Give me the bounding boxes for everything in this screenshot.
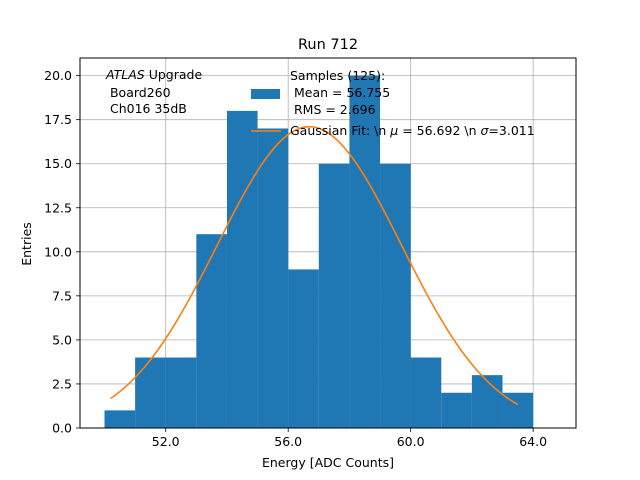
histogram-bar <box>226 110 258 428</box>
histogram-bars <box>104 75 534 428</box>
y-tick-label: 5.0 <box>52 332 72 347</box>
fit-curve <box>110 125 519 406</box>
gaussian-fit <box>110 125 519 406</box>
y-tick-label: 17.5 <box>44 112 72 127</box>
histogram-bar <box>349 75 381 428</box>
histogram-bar <box>318 163 350 428</box>
y-tick-label: 10.0 <box>44 244 72 259</box>
histogram-bar <box>104 410 136 428</box>
annotation-line-3: Ch016 35dB <box>106 101 187 116</box>
histogram-bar <box>380 163 411 428</box>
x-tick-label: 52.0 <box>152 434 180 449</box>
y-tick-label: 15.0 <box>44 156 72 171</box>
x-tick-label: 60.0 <box>397 434 425 449</box>
y-tick-label: 12.5 <box>44 200 72 215</box>
legend: Samples (125): Mean = 56.755 RMS = 2.696… <box>251 68 535 138</box>
histogram-bar <box>288 269 319 428</box>
histogram-bar <box>135 357 166 428</box>
legend-hist-swatch <box>251 89 280 99</box>
axes-frame <box>79 57 577 429</box>
annotation-emph: ATLAS <box>105 67 145 82</box>
histogram-bar <box>441 392 472 428</box>
annotation-line-1-rest: Upgrade <box>145 67 203 82</box>
x-axis-label: Energy [ADC Counts] <box>262 455 394 470</box>
chart-title: Run 712 <box>298 37 358 53</box>
x-tick-label: 64.0 <box>519 434 547 449</box>
histogram-bar <box>471 375 503 428</box>
histogram-bar <box>165 357 197 428</box>
legend-hist-rms: RMS = 2.696 <box>290 102 376 117</box>
legend-fit-mid: = 56.692 \n <box>398 123 480 138</box>
histogram-bar <box>257 128 289 428</box>
legend-fit-label: Gaussian Fit: \n μ = 56.692 \n σ=3.011 <box>290 123 535 138</box>
legend-fit-prefix: Gaussian Fit: \n <box>290 123 390 138</box>
legend-hist-mean: Mean = 56.755 <box>290 85 390 100</box>
annotation-text: ATLAS Upgrade Board260 Ch016 35dB <box>105 67 202 116</box>
legend-hist-title: Samples (125): <box>290 68 385 83</box>
y-tick-label: 7.5 <box>52 288 72 303</box>
legend-fit-sigma-symbol: σ <box>480 123 489 138</box>
x-tick-label: 56.0 <box>274 434 302 449</box>
histogram-bar <box>410 357 442 428</box>
histogram-bar <box>196 234 227 428</box>
legend-fit-mu-symbol: μ <box>389 123 398 138</box>
y-tick-label: 0.0 <box>52 421 72 436</box>
legend-fit-suffix: =3.011 <box>488 123 534 138</box>
annotation-line-1: ATLAS Upgrade <box>105 67 202 82</box>
axis-ticks: 52.0 56.0 60.0 64.0 0.0 2.5 5.0 7.5 10.0 12.5 15.0… <box>44 68 547 449</box>
annotation-line-2: Board260 <box>106 85 171 100</box>
y-axis-label: Entries <box>19 222 34 266</box>
y-tick-label: 2.5 <box>52 376 72 391</box>
y-tick-label: 20.0 <box>44 68 72 83</box>
